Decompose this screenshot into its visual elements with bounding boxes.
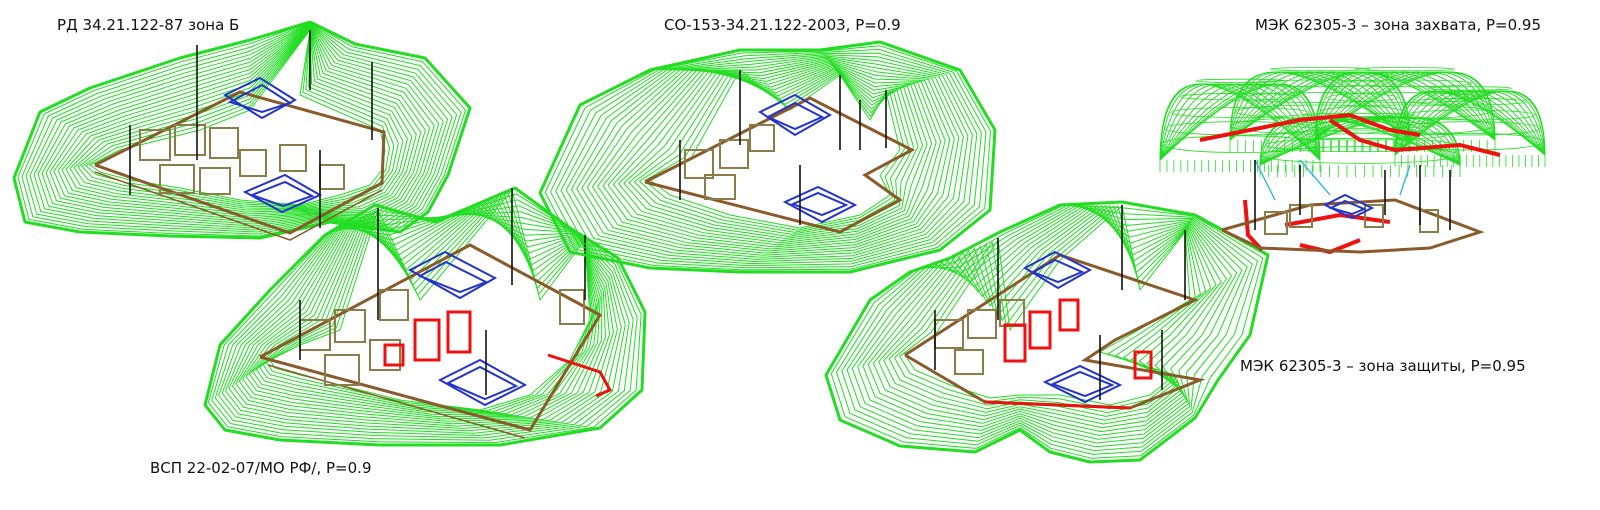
- lightning-rods: [1254, 160, 1451, 230]
- model-iec-capture-zone: [1159, 67, 1546, 255]
- equipment: [299, 289, 585, 386]
- wires: [1254, 159, 1411, 201]
- fence: [1221, 198, 1485, 254]
- lightning-rods: [934, 205, 1186, 400]
- protection-zone-contours: [203, 186, 647, 447]
- equipment: [139, 124, 345, 195]
- fence: [94, 90, 386, 241]
- equipment: [1264, 204, 1439, 235]
- model-rd-zone-b: [12, 20, 472, 241]
- label-rd-zone-b: РД 34.21.122-87 зона Б: [57, 16, 240, 34]
- lightning-rods: [129, 30, 373, 228]
- model-iec-protection-zone: [824, 200, 1270, 464]
- protection-zone-contours: [538, 40, 997, 274]
- label-iec-protection: МЭК 62305-3 – зона защиты, P=0.95: [1240, 357, 1526, 375]
- rolling-sphere-domes: [1159, 67, 1546, 177]
- label-iec-capture: МЭК 62305-3 – зона захвата, P=0.95: [1255, 16, 1542, 34]
- highlighted-equipment: [383, 310, 613, 398]
- label-so-153: СО-153-34.21.122-2003, P=0.9: [664, 16, 901, 34]
- equipment: [684, 124, 775, 200]
- label-vsp: ВСП 22-02-07/МО РФ/, P=0.9: [150, 459, 372, 477]
- buildings: [407, 250, 528, 407]
- fence: [644, 96, 916, 234]
- equipment: [934, 299, 1025, 375]
- protection-zone-contours: [12, 20, 472, 240]
- buildings: [1022, 250, 1123, 404]
- lightning-rods: [299, 188, 586, 395]
- model-so-153: [538, 40, 997, 274]
- model-vsp: [203, 186, 647, 447]
- fence: [259, 243, 603, 439]
- highlighted-equipment: [984, 298, 1153, 410]
- buildings: [1322, 193, 1375, 220]
- buildings: [757, 93, 858, 224]
- lightning-rods: [679, 70, 887, 225]
